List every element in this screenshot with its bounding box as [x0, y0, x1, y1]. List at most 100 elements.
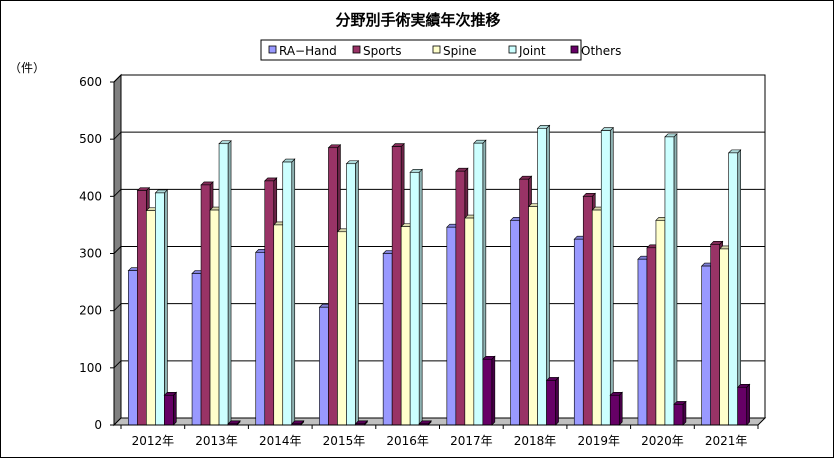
- legend-label: Joint: [518, 44, 546, 58]
- bar-front: [328, 147, 338, 426]
- bar-others-2013: [227, 420, 241, 426]
- bar-joint-2014: [282, 158, 296, 426]
- x-tick-label: 2016年: [386, 434, 429, 448]
- bar-front: [510, 220, 520, 426]
- bar-front: [664, 136, 675, 426]
- legend-label: Spine: [443, 44, 477, 58]
- legend-item-others: Others: [570, 44, 621, 58]
- y-axis-label: （件）: [9, 61, 45, 75]
- x-tick-label: 2015年: [323, 434, 366, 448]
- bar-others-2018: [545, 376, 560, 426]
- y-tick-label: 0: [94, 418, 102, 432]
- legend-swatch: [570, 45, 579, 54]
- bar-front: [346, 163, 356, 426]
- x-tick-label: 2017年: [450, 434, 493, 448]
- y-tick-label: 100: [79, 361, 102, 375]
- gridline-side: [113, 303, 122, 312]
- bar-side: [227, 140, 232, 426]
- bar-side: [291, 158, 296, 426]
- bar-front: [164, 394, 174, 426]
- bar-side: [173, 391, 177, 426]
- bar-front: [409, 172, 420, 426]
- bar-front: [282, 161, 293, 426]
- legend-item-spine: Spine: [432, 44, 477, 58]
- bar-front: [391, 146, 402, 426]
- legend-label: Others: [581, 44, 621, 58]
- legend-swatch: [268, 45, 277, 54]
- bar-front: [400, 226, 411, 426]
- y-tick-label: 300: [79, 247, 102, 261]
- bars: [127, 124, 751, 426]
- legend-item-sports: Sports: [352, 44, 401, 58]
- bar-front: [455, 170, 466, 426]
- x-tick-label: 2018年: [514, 434, 557, 448]
- gridline-side: [113, 131, 122, 140]
- bar-side: [491, 355, 496, 426]
- bar-front: [537, 128, 547, 426]
- bar-joint-2020: [664, 133, 678, 426]
- bar-front: [655, 220, 666, 426]
- bar-front: [710, 244, 720, 426]
- bar-front: [582, 196, 593, 426]
- bar-joint-2015: [345, 160, 360, 426]
- legend-swatch: [352, 45, 361, 54]
- bar-others-2012: [163, 391, 178, 426]
- y-tick-label: 500: [79, 132, 102, 146]
- bar-front: [719, 248, 729, 426]
- bar-side: [682, 400, 687, 426]
- bar-front: [473, 142, 484, 426]
- gridline-side: [113, 360, 122, 369]
- bar-front: [337, 231, 347, 426]
- gridline-side: [113, 188, 122, 197]
- bar-joint-2019: [600, 126, 614, 426]
- bar-side: [746, 383, 750, 426]
- bar-front: [600, 130, 611, 426]
- bar-others-2019: [609, 391, 623, 426]
- legend-label: Sports: [363, 44, 401, 58]
- gridline-side: [113, 246, 122, 254]
- bar-front: [482, 358, 493, 426]
- x-tick-label: 2014年: [259, 434, 302, 448]
- bar-front: [528, 206, 538, 426]
- bar-front: [673, 404, 684, 426]
- bar-front: [737, 386, 747, 426]
- bar-others-2017: [482, 355, 496, 426]
- bar-front: [191, 273, 202, 426]
- bar-front: [200, 184, 211, 426]
- x-tick-label: 2020年: [641, 434, 684, 448]
- bar-side: [418, 168, 423, 426]
- bar-front: [591, 209, 602, 426]
- bar-front: [546, 380, 556, 426]
- x-tick-label: 2019年: [577, 434, 620, 448]
- bar-others-2014: [291, 420, 305, 426]
- y-tick-label: 200: [79, 304, 102, 318]
- chart-title: 分野別手術実績年次推移: [335, 11, 500, 29]
- bar-front: [701, 265, 711, 426]
- bar-front: [209, 209, 220, 426]
- bar-others-2021: [736, 383, 751, 426]
- bar-joint-2021: [727, 149, 742, 426]
- x-tick-label: 2012年: [132, 434, 175, 448]
- legend: RA−Hand Sports Spine Joint Others: [260, 39, 621, 61]
- bar-joint-2016: [409, 168, 423, 426]
- bar-front: [519, 178, 529, 426]
- bar-front: [573, 238, 584, 426]
- legend-item-joint: Joint: [508, 44, 546, 58]
- legend-label: RA−Hand: [279, 44, 337, 58]
- legend-item-rahand: RA−Hand: [268, 44, 337, 58]
- y-tick-label: 400: [79, 189, 102, 203]
- bar-front: [218, 143, 229, 426]
- legend-swatch: [508, 45, 517, 54]
- bar-side: [737, 149, 741, 426]
- bar-joint-2013: [218, 140, 232, 426]
- bar-side: [164, 189, 168, 426]
- x-tick-label: 2021年: [705, 434, 748, 448]
- bar-front: [128, 270, 138, 426]
- bar-others-2016: [418, 420, 432, 426]
- axes: 0 100 200 300 400 500 600 2012年 2013年 2014年 2015年 2…: [79, 75, 759, 448]
- bar-side: [355, 160, 359, 426]
- legend-swatch: [432, 45, 441, 54]
- bar-front: [273, 224, 284, 426]
- bar-front: [446, 226, 457, 426]
